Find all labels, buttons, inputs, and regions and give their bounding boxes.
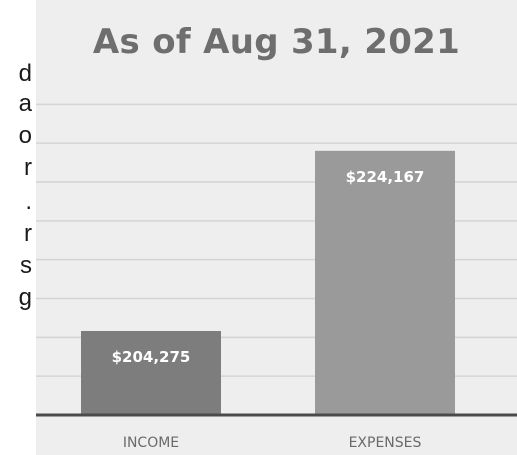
chart-plot-area: $204,275 INCOME $224,167 EXPENSES <box>36 103 517 451</box>
text-fragment: d <box>18 60 32 87</box>
x-tick-label: EXPENSES <box>349 435 422 451</box>
x-tick-label: INCOME <box>123 435 179 451</box>
bar-chart: As of Aug 31, 2021 $204,275 INCOME $224,16… <box>36 0 517 455</box>
text-fragment: s <box>20 252 32 279</box>
text-fragment: a <box>18 90 32 117</box>
text-fragment: r <box>24 154 32 181</box>
bar-income <box>81 330 221 415</box>
data-label: $204,275 <box>112 348 191 366</box>
text-fragment: g <box>18 284 32 311</box>
cropped-text-column: d a o r . r s g <box>0 0 36 455</box>
text-fragment: o <box>18 122 32 149</box>
text-fragment: r <box>24 220 32 247</box>
text-fragment: . <box>25 188 32 215</box>
data-label: $224,167 <box>346 168 425 186</box>
chart-title: As of Aug 31, 2021 <box>92 22 461 62</box>
bar-expenses <box>315 150 455 415</box>
